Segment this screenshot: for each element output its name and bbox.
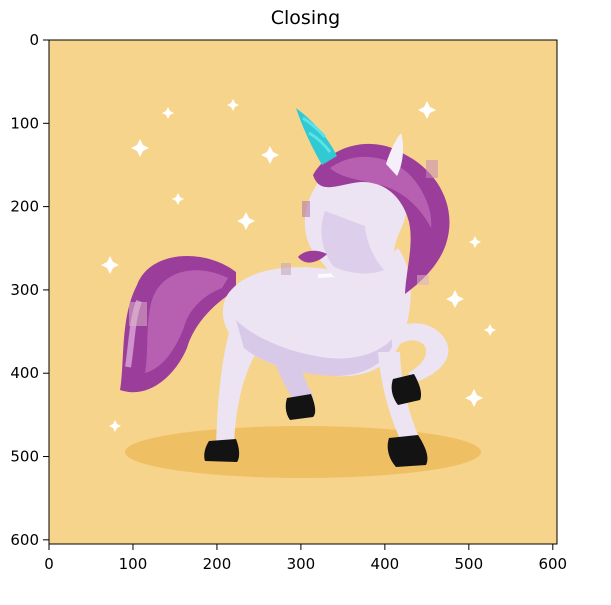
star-9	[469, 236, 481, 248]
unicorn-horn	[296, 108, 337, 165]
y-tick-label: 600	[10, 531, 39, 549]
hoof-front-right	[391, 374, 422, 405]
hoof-back-left	[204, 439, 240, 462]
image-artifacts	[129, 160, 438, 326]
x-tick-label: 100	[119, 555, 148, 573]
figure-title: Closing	[270, 7, 341, 29]
star-13	[109, 420, 121, 432]
hoof-back-right	[285, 394, 316, 420]
star-11	[484, 324, 496, 336]
x-axis-ticks: 0 100 200 300 400 500 600	[44, 544, 567, 573]
star-10	[446, 290, 464, 308]
x-tick-label: 200	[203, 555, 232, 573]
y-tick-label: 300	[10, 281, 39, 299]
star-7	[101, 256, 119, 274]
y-tick-label: 200	[10, 198, 39, 216]
x-tick-label: 500	[455, 555, 484, 573]
x-tick-label: 0	[44, 555, 54, 573]
x-tick-label: 300	[287, 555, 316, 573]
star-1	[131, 139, 149, 157]
star-6	[237, 212, 255, 230]
star-2	[162, 107, 174, 119]
star-8	[418, 101, 436, 119]
y-tick-label: 100	[10, 114, 39, 132]
x-tick-label: 600	[538, 555, 567, 573]
star-4	[261, 146, 279, 164]
stars	[101, 99, 496, 432]
star-12	[465, 389, 483, 407]
hoof-front-left	[387, 435, 428, 467]
axes-frame	[48, 39, 558, 545]
unicorn-mane	[298, 143, 450, 294]
y-tick-label: 400	[10, 364, 39, 382]
y-tick-label: 500	[10, 448, 39, 466]
unicorn-hooves	[204, 374, 428, 467]
ground-shadow	[125, 426, 481, 478]
x-tick-label: 400	[371, 555, 400, 573]
y-axis-ticks: 0 100 200 300 400 500 600	[10, 31, 49, 549]
y-tick-label: 0	[29, 31, 39, 49]
image-content	[49, 40, 557, 544]
star-5	[172, 193, 184, 205]
unicorn-head	[304, 155, 409, 283]
unicorn-ear	[386, 133, 404, 176]
star-3	[227, 99, 239, 111]
